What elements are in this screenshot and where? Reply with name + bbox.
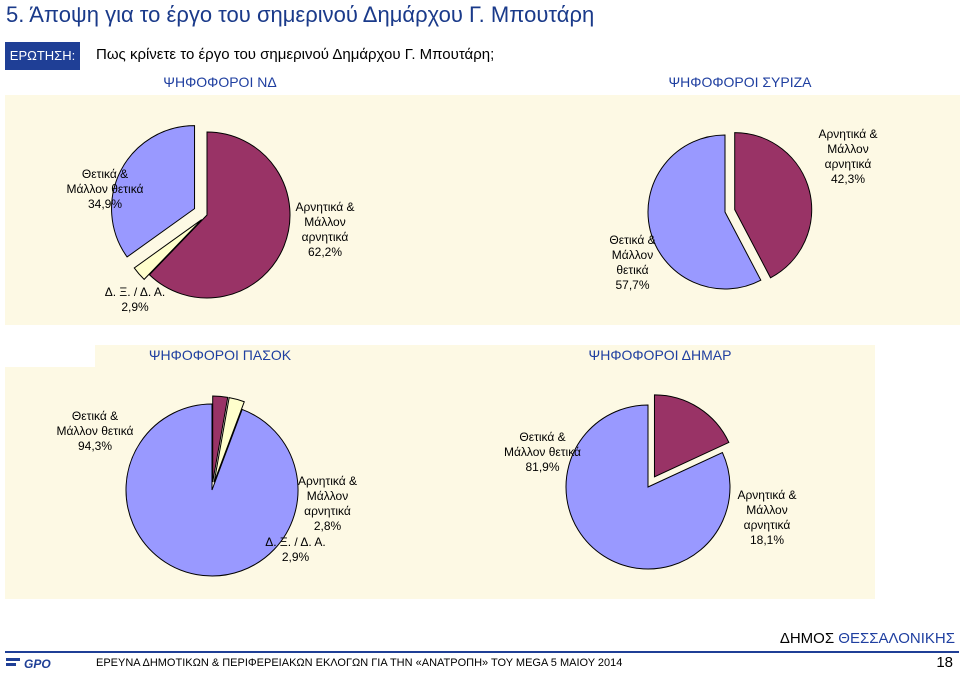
syriza-negative-label: Αρνητικά & Μάλλον αρνητικά 42,3% [818, 127, 878, 186]
svg-text:GPO: GPO [24, 657, 51, 669]
pie-slice-syriza-positive [647, 134, 762, 290]
gpo-logo: GPO [6, 657, 51, 669]
nd-positive-label: Θετικά & Μάλλον θετικά 34,9% [66, 167, 144, 211]
dimar-positive-label: Θετικά & Μάλλον θετικά 81,9% [504, 430, 581, 474]
chart-title-nd: ΨΗΦΟΦΟΡΟΙ ΝΔ [163, 74, 277, 90]
footer-text: ΕΡΕΥΝΑ ΔΗΜΟΤΙΚΩΝ & ΠΕΡΙΦΕΡΕΙΑΚΩΝ ΕΚΛΟΓΩΝ… [96, 657, 623, 669]
pasok-dk-label: Δ. Ξ. / Δ. Α. 2,9% [265, 535, 326, 564]
pie-slice-nd-dk [133, 219, 203, 281]
footer-divider [5, 651, 959, 653]
pie-slice-dimar-positive [565, 404, 731, 570]
pie-slice-pasok-negative [212, 395, 229, 483]
dimar-negative-label: Αρνητικά & Μάλλον αρνητικά 18,1% [737, 488, 797, 547]
nd-dk-label: Δ. Ξ. / Δ. Α. 2,9% [104, 285, 166, 314]
pie-slice-nd-positive [111, 125, 196, 258]
page-title: 5. Άποψη για το έργο του σημερινού Δημάρ… [6, 2, 595, 27]
question-text: Πως κρίνετε το έργο του σημερινού Δημάρχ… [96, 46, 495, 63]
pie-slice-pasok-dk [213, 397, 245, 483]
pasok-positive-label: Θετικά & Μάλλον θετικά 94,3% [56, 409, 134, 453]
municipality-name: ΔΗΜΟΣ ΘΕΣΣΑΛΟΝΙΚΗΣ [779, 630, 955, 647]
pie-slice-nd-negative [148, 131, 291, 299]
nd-negative-label: Αρνητικά & Μάλλον αρνητικά 62,2% [295, 200, 355, 259]
pie-slice-syriza-negative [734, 132, 813, 279]
chart-title-syriza: ΨΗΦΟΦΟΡΟΙ ΣΥΡΙΖΑ [668, 74, 812, 90]
question-label: ΕΡΩΤΗΣΗ: [5, 42, 80, 70]
pasok-negative-label: Αρνητικά & Μάλλον αρνητικά 2,8% [297, 474, 358, 533]
chart-band-bottom [95, 345, 875, 367]
pie-slice-dimar-negative [653, 394, 730, 478]
pie-slice-pasok-positive [125, 403, 299, 577]
syriza-positive-label: Θετικά & Μάλλον θετικά 57,7% [609, 233, 656, 292]
page-number: 18 [936, 654, 953, 671]
chart-title-pasok: ΨΗΦΟΦΟΡΟΙ ΠΑΣΟΚ [148, 347, 292, 363]
chart-title-dimar: ΨΗΦΟΦΟΡΟΙ ΔΗΜΑΡ [588, 347, 732, 363]
